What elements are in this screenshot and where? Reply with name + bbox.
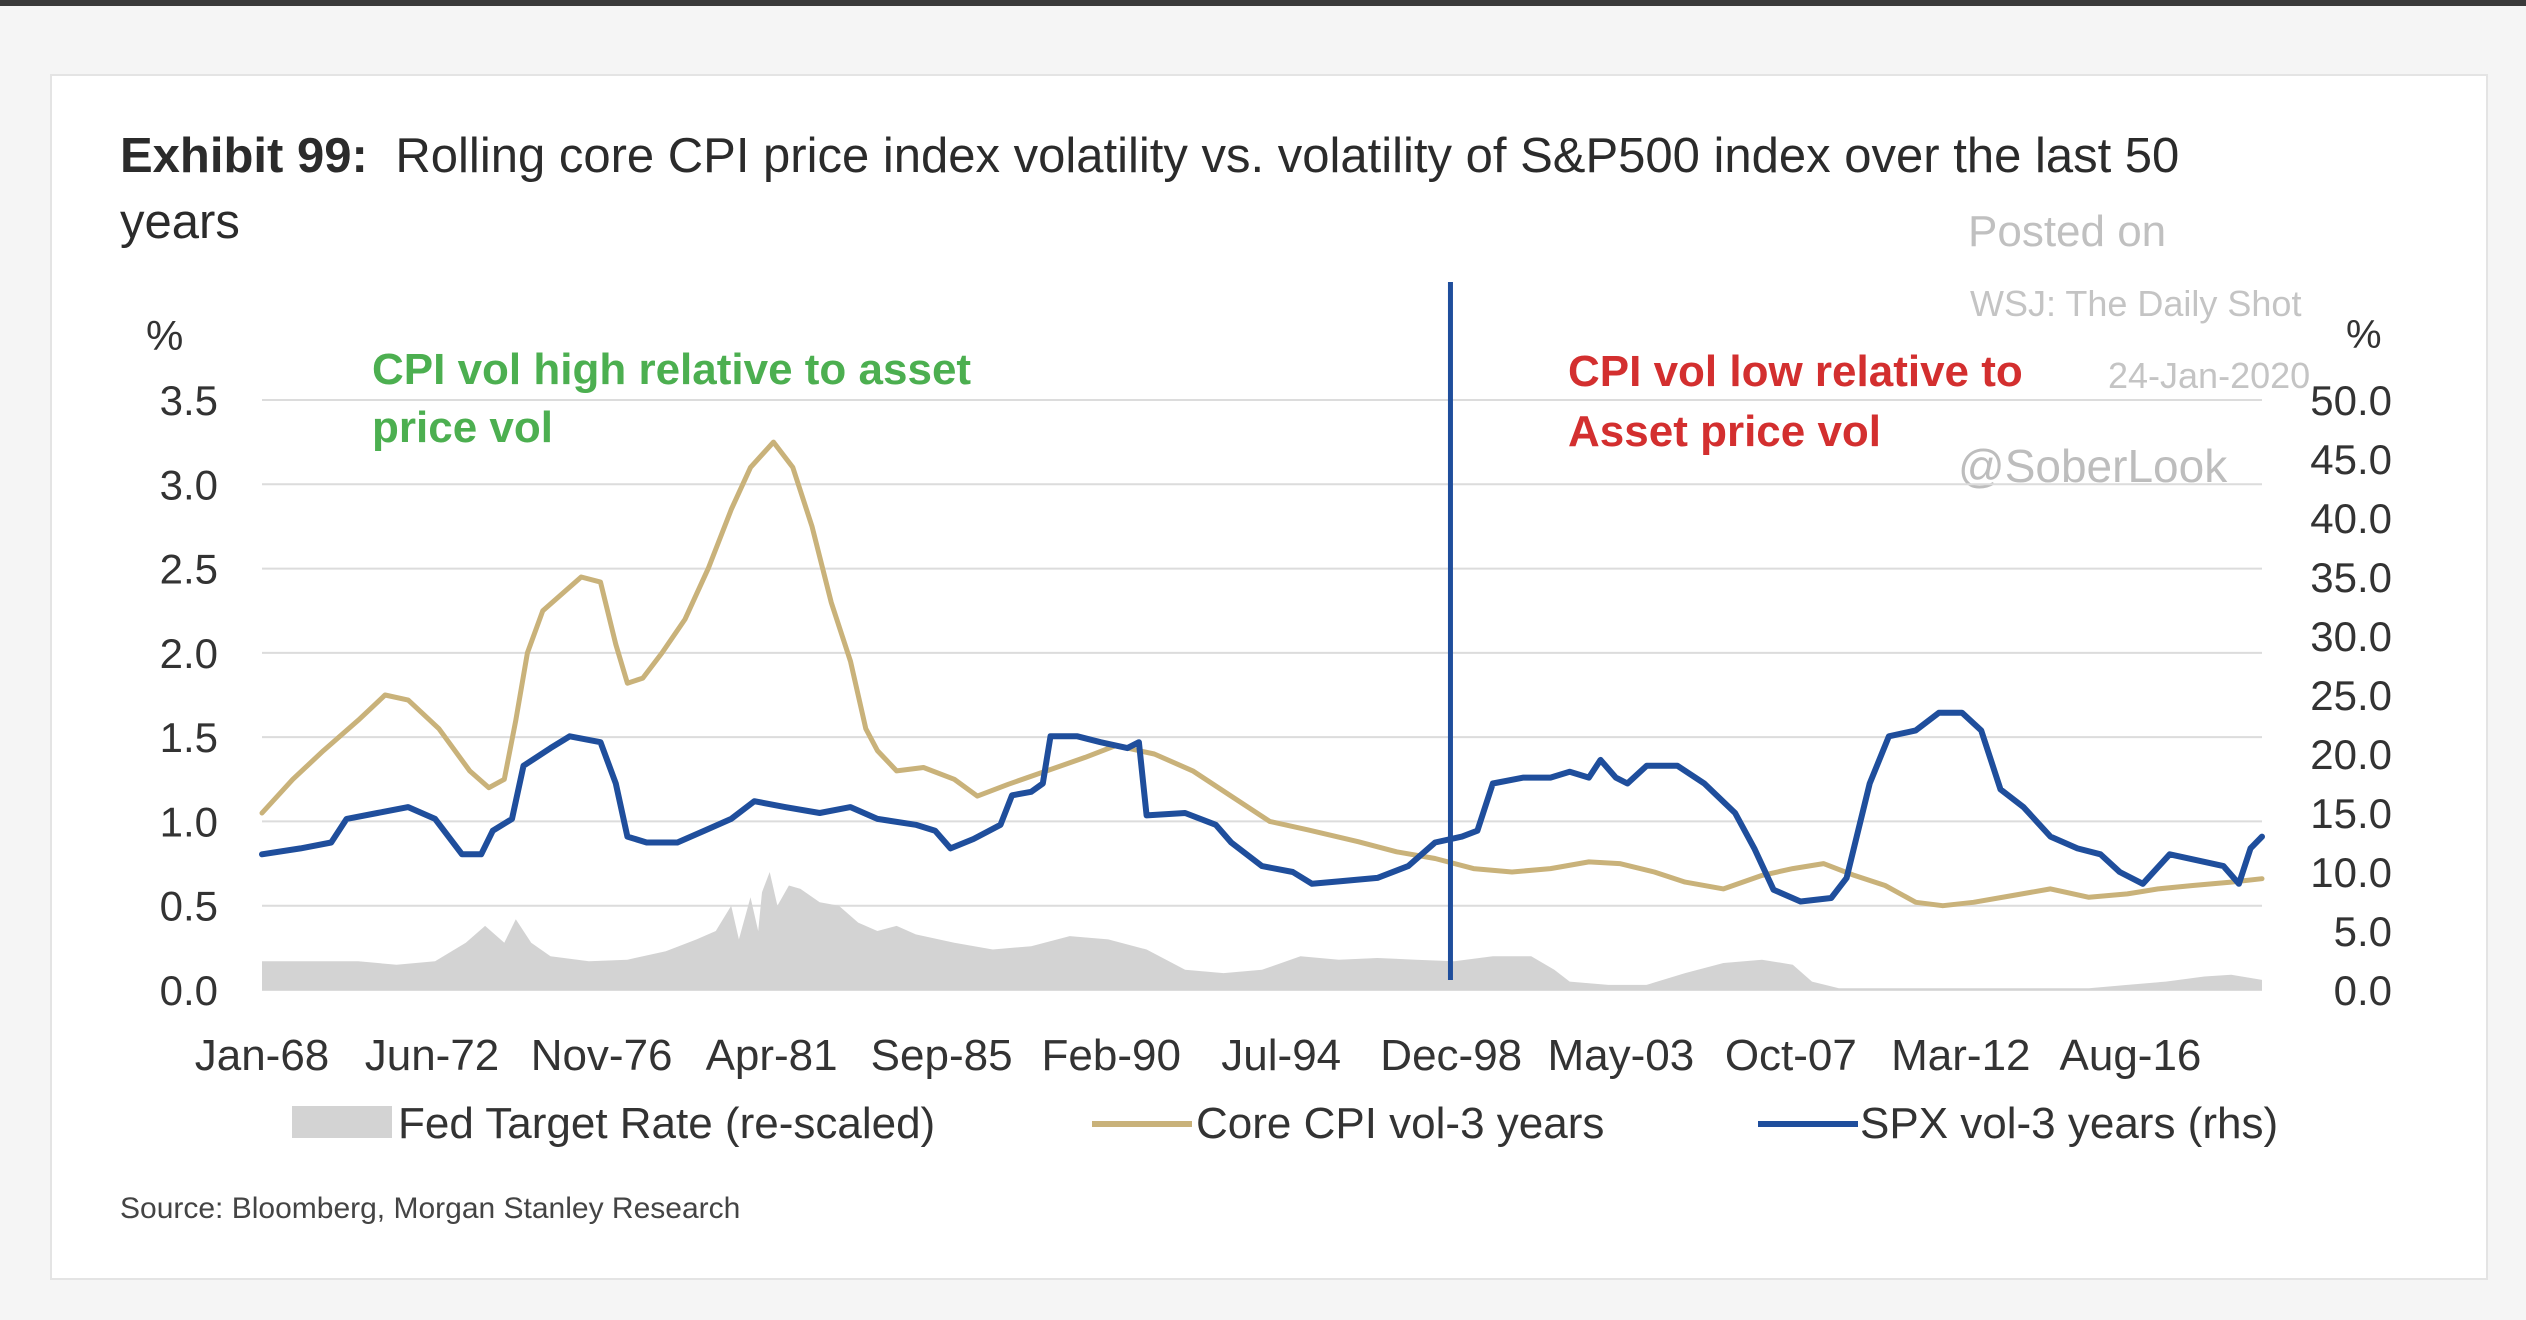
right-tick-label: 10.0 (2310, 849, 2392, 896)
left-tick-label: 3.0 (160, 461, 218, 508)
chart-card (50, 74, 2488, 1280)
exhibit-title-line1: Exhibit 99: Rolling core CPI price index… (120, 129, 2179, 183)
watermark-date: 24-Jan-2020 (2108, 355, 2310, 396)
left-axis-unit: % (146, 312, 183, 359)
source-note: Source: Bloomberg, Morgan Stanley Resear… (120, 1192, 740, 1225)
series-area-fed-target-rate-re-scaled (262, 872, 2262, 990)
right-tick-label: 40.0 (2310, 495, 2392, 542)
left-tick-label: 3.5 (160, 377, 218, 424)
exhibit-label: Exhibit 99: (120, 129, 368, 183)
right-tick-label: 25.0 (2310, 672, 2392, 719)
x-tick-label: Aug-16 (2060, 1031, 2202, 1080)
watermark-source: WSJ: The Daily Shot (1970, 283, 2301, 324)
series-lines-layer (259, 439, 2265, 909)
x-tick-label: Mar-12 (1891, 1031, 2030, 1080)
legend-label-fed-rate: Fed Target Rate (re-scaled) (398, 1099, 935, 1148)
annotation-high-line1: CPI vol high relative to asset (372, 345, 971, 394)
annotation-low-line1: CPI vol low relative to (1568, 347, 2023, 396)
x-tick-label: Apr-81 (706, 1031, 838, 1080)
left-tick-label: 2.0 (160, 630, 218, 677)
series-line-core-cpi-vol-3-years (259, 439, 2265, 909)
right-tick-label: 5.0 (2334, 908, 2392, 955)
x-tick-label: Jun-72 (365, 1031, 500, 1080)
x-tick-label: Jul-94 (1221, 1031, 1341, 1080)
x-tick-label: Oct-07 (1725, 1031, 1857, 1080)
right-tick-label: 45.0 (2310, 436, 2392, 483)
annotation-high-line2: price vol (372, 403, 553, 452)
series-line-spx-vol-3-years-rhs (259, 709, 2265, 905)
x-axis-ticks: Jan-68 Jun-72 Nov-76 Apr-81 Sep-85 Feb-90 Jul-… (195, 1031, 2202, 1080)
x-tick-label: Jan-68 (195, 1031, 330, 1080)
left-tick-label: 1.0 (160, 798, 218, 845)
x-tick-label: Dec-98 (1380, 1031, 1522, 1080)
legend-label-core-cpi: Core CPI vol-3 years (1196, 1099, 1604, 1148)
annotation-low-line2: Asset price vol (1568, 407, 1881, 456)
watermark-posted-on: Posted on (1968, 207, 2166, 256)
right-tick-label: 35.0 (2310, 554, 2392, 601)
x-tick-label: Feb-90 (1042, 1031, 1181, 1080)
left-axis-ticks: 0.0 0.5 1.0 1.5 2.0 2.5 3.0 3.5 (160, 377, 218, 1014)
right-axis-unit: % (2346, 313, 2382, 357)
x-tick-label: Nov-76 (531, 1031, 673, 1080)
right-axis-ticks: 0.0 5.0 10.0 15.0 20.0 25.0 30.0 35.0 40.0 45.0 50… (2310, 377, 2392, 1014)
fed-rate-area-layer (262, 872, 2262, 990)
left-tick-label: 2.5 (160, 546, 218, 593)
right-tick-label: 0.0 (2334, 967, 2392, 1014)
left-tick-label: 0.5 (160, 883, 218, 930)
legend-swatch-fed-rate (292, 1106, 392, 1138)
right-tick-label: 50.0 (2310, 377, 2392, 424)
legend: Fed Target Rate (re-scaled) Core CPI vol… (292, 1099, 2278, 1148)
left-tick-label: 1.5 (160, 714, 218, 761)
x-tick-label: May-03 (1547, 1031, 1694, 1080)
right-tick-label: 30.0 (2310, 613, 2392, 660)
top-window-bar (0, 0, 2526, 6)
exhibit-title-line2: years (120, 195, 240, 249)
left-tick-label: 0.0 (160, 967, 218, 1014)
x-tick-label: Sep-85 (871, 1031, 1013, 1080)
right-tick-label: 15.0 (2310, 790, 2392, 837)
exhibit-title-text: Rolling core CPI price index volatility … (395, 129, 2179, 183)
legend-label-spx: SPX vol-3 years (rhs) (1860, 1099, 2278, 1148)
right-tick-label: 20.0 (2310, 731, 2392, 778)
